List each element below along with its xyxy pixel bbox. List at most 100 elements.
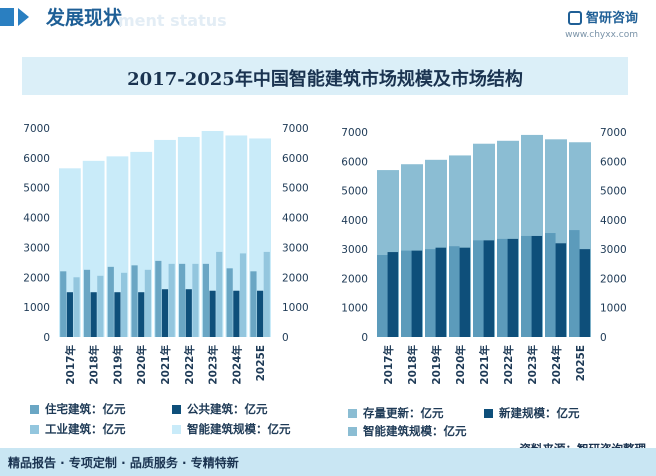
bar-new-build bbox=[435, 247, 447, 337]
x-tick-label: 2020年 bbox=[454, 345, 467, 385]
bar-industrial bbox=[263, 251, 270, 337]
y-tick-label-right: 1000 bbox=[600, 303, 627, 315]
page-header: 发展现状 ment status 智研咨询 www.chyxx.com bbox=[0, 0, 656, 40]
legend-item-industrial: 工业建筑：亿元 bbox=[30, 421, 126, 437]
legend-label: 智能建筑规模：亿元 bbox=[187, 422, 291, 436]
chart-title: 2017-2025年中国智能建筑市场规模及市场结构 bbox=[127, 69, 523, 90]
legend-swatch-total-right bbox=[348, 427, 357, 436]
y-tick-label-left: 4000 bbox=[23, 213, 50, 225]
bar-industrial bbox=[144, 269, 151, 337]
chart-title-band: 2017-2025年中国智能建筑市场规模及市场结构 bbox=[22, 57, 628, 95]
legend-item-public: 公共建筑：亿元 bbox=[172, 401, 268, 417]
bar-public bbox=[161, 289, 169, 337]
bar-new-build bbox=[507, 238, 519, 337]
y-tick-label-right: 6000 bbox=[282, 153, 309, 165]
bar-stock-renewal bbox=[473, 240, 484, 337]
y-tick-label-left: 7000 bbox=[23, 123, 50, 135]
x-tick-label: 2024年 bbox=[550, 345, 563, 385]
bar-stock-renewal bbox=[377, 255, 388, 337]
y-tick-label-right: 7000 bbox=[282, 123, 309, 135]
y-tick-label-right: 3000 bbox=[282, 242, 309, 254]
y-tick-label-left: 1000 bbox=[23, 302, 50, 314]
bar-industrial bbox=[121, 272, 128, 337]
y-tick-label-left: 4000 bbox=[341, 215, 368, 227]
x-tick-label: 2019年 bbox=[111, 345, 124, 385]
bar-stock-renewal bbox=[569, 230, 580, 337]
bar-public bbox=[257, 290, 264, 337]
legend-swatch-stock-renewal bbox=[348, 409, 357, 418]
footer-tagline: 精品报告 · 专项定制 · 品质服务 · 专精特新 bbox=[8, 456, 239, 470]
legend-label: 新建规模：亿元 bbox=[499, 406, 580, 420]
bar-industrial bbox=[216, 251, 223, 337]
bar-residential bbox=[202, 263, 209, 337]
x-tick-label: 2022年 bbox=[183, 345, 196, 385]
y-tick-label-right: 6000 bbox=[600, 156, 627, 168]
y-tick-label-right: 7000 bbox=[600, 127, 627, 139]
bar-new-build bbox=[555, 243, 567, 337]
legend-swatch-new-build bbox=[484, 409, 493, 418]
y-tick-label-right: 3000 bbox=[600, 244, 627, 256]
bar-stock-renewal bbox=[521, 235, 532, 337]
bar-industrial bbox=[192, 263, 199, 337]
legend-item-residential: 住宅建筑：亿元 bbox=[30, 401, 126, 417]
charts-canvas: 0 0 1000 1000 2000 2000 3000 3000 4000 4000 5000 50… bbox=[23, 123, 627, 385]
bar-new-build bbox=[387, 252, 399, 337]
legend-item-total-right: 智能建筑规模：亿元 bbox=[348, 423, 467, 439]
legend-item-stock-renewal: 存量更新：亿元 bbox=[348, 405, 444, 421]
bar-public bbox=[138, 292, 145, 337]
x-tick-label: 2023年 bbox=[526, 345, 539, 385]
legend-item-total-left: 智能建筑规模：亿元 bbox=[172, 421, 291, 437]
brand-url: www.chyxx.com bbox=[565, 30, 638, 40]
y-tick-label-right: 5000 bbox=[282, 183, 309, 195]
legend-swatch-industrial bbox=[30, 425, 39, 434]
y-tick-label-right: 0 bbox=[282, 332, 289, 344]
bar-residential bbox=[131, 265, 138, 337]
bar-residential bbox=[250, 271, 257, 337]
y-tick-label-left: 7000 bbox=[341, 127, 368, 139]
legend-swatch-public bbox=[172, 405, 181, 414]
y-tick-label-right: 1000 bbox=[282, 302, 309, 314]
section-title: 发展现状 bbox=[46, 7, 123, 29]
y-tick-label-left: 0 bbox=[43, 332, 50, 344]
bar-industrial bbox=[239, 253, 247, 337]
x-tick-label: 2022年 bbox=[502, 345, 515, 385]
bar-new-build bbox=[459, 247, 471, 337]
x-tick-label: 2017年 bbox=[64, 345, 77, 385]
bar-residential bbox=[60, 271, 67, 337]
y-tick-label-left: 6000 bbox=[23, 153, 50, 165]
bar-industrial bbox=[168, 263, 175, 337]
bar-public bbox=[66, 292, 73, 337]
bar-industrial bbox=[73, 277, 80, 337]
legend-label: 公共建筑：亿元 bbox=[187, 402, 268, 416]
bar-residential bbox=[107, 266, 114, 337]
bar-public bbox=[90, 292, 97, 337]
y-tick-label-left: 2000 bbox=[341, 273, 368, 285]
legend-label: 智能建筑规模：亿元 bbox=[363, 424, 467, 438]
y-tick-label-left: 2000 bbox=[23, 272, 50, 284]
bar-stock-renewal bbox=[425, 249, 436, 337]
brand-logo-icon bbox=[567, 11, 582, 25]
y-tick-label-left: 5000 bbox=[23, 183, 50, 195]
brand-logo: 智研咨询 bbox=[567, 7, 638, 26]
y-tick-label-right: 4000 bbox=[282, 213, 309, 225]
x-tick-label: 2025E bbox=[575, 345, 587, 381]
y-tick-label-left: 0 bbox=[361, 332, 368, 344]
x-tick-label: 2018年 bbox=[406, 345, 419, 385]
x-tick-label: 2024年 bbox=[230, 345, 243, 385]
legend-swatch-total-left bbox=[172, 425, 181, 434]
legend-label: 工业建筑：亿元 bbox=[45, 422, 126, 436]
bar-public bbox=[233, 290, 240, 337]
x-tick-label: 2020年 bbox=[135, 345, 148, 385]
x-tick-label: 2018年 bbox=[88, 345, 101, 385]
x-tick-label: 2023年 bbox=[207, 345, 220, 385]
header-accent-bar bbox=[0, 8, 14, 26]
bar-stock-renewal bbox=[545, 233, 556, 337]
bar-public bbox=[185, 289, 192, 337]
legend-label: 住宅建筑：亿元 bbox=[45, 402, 126, 416]
legend-swatch-residential bbox=[30, 405, 39, 414]
bar-stock-renewal bbox=[401, 250, 412, 337]
bar-residential bbox=[83, 269, 91, 337]
legend-label: 存量更新：亿元 bbox=[363, 406, 444, 420]
y-tick-label-left: 3000 bbox=[23, 242, 50, 254]
bar-public bbox=[209, 290, 216, 337]
